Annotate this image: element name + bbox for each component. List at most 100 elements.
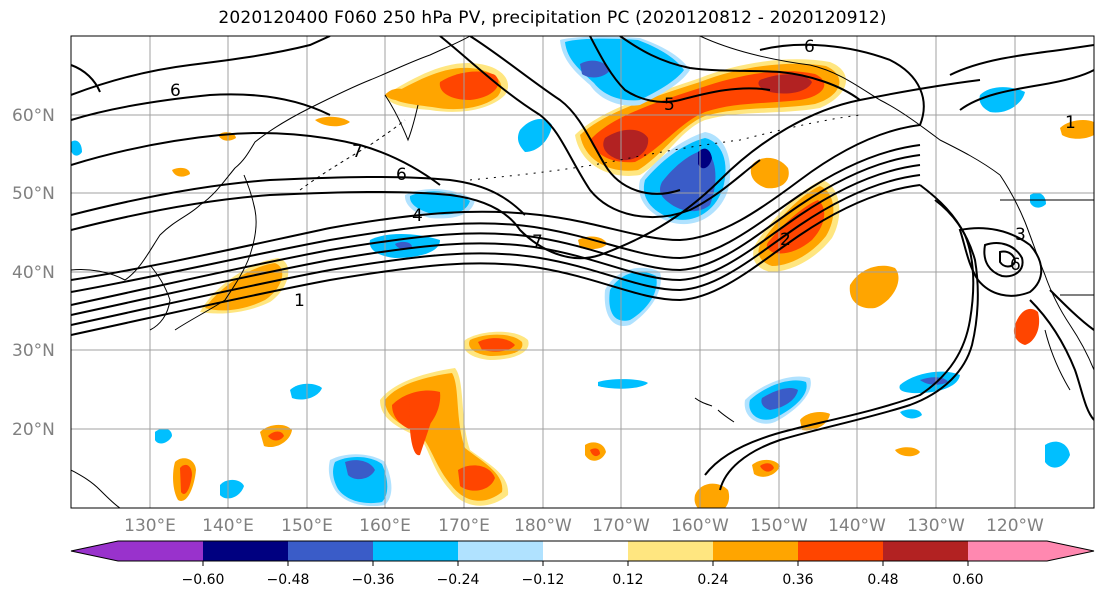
pv-contour — [439, 36, 761, 218]
contour-label: 7 — [532, 232, 543, 252]
anomaly-region — [565, 38, 684, 101]
lon-label: 170°E — [438, 516, 490, 536]
lat-label: 40°N — [12, 263, 55, 283]
pv-contour — [71, 36, 331, 96]
latitude-labels: 60°N 50°N 40°N 30°N 20°N — [12, 106, 55, 440]
lon-label: 150°E — [281, 516, 333, 536]
anomaly-region — [395, 241, 412, 249]
anomaly-region — [578, 236, 607, 250]
colorbar-segment — [798, 541, 883, 561]
pv-contour — [999, 250, 1017, 268]
pv-contours — [71, 36, 1094, 491]
kuril-islands — [299, 119, 406, 191]
lon-label: 170°W — [592, 516, 650, 536]
pv-contour — [959, 69, 1094, 111]
anomaly-region — [849, 265, 899, 309]
lon-label: 140°W — [828, 516, 886, 536]
contour-label: 6 — [170, 81, 181, 101]
colorbar-tick-label: −0.60 — [182, 572, 225, 588]
colorbar-tick-label: −0.36 — [352, 572, 395, 588]
pv-contour — [589, 36, 771, 103]
anomaly-region — [409, 391, 438, 456]
pv-contour — [71, 174, 921, 326]
anomaly-region — [766, 200, 825, 254]
colorbar-tick-label: −0.24 — [437, 572, 480, 588]
pv-contour — [719, 199, 979, 491]
anomaly-region — [895, 447, 920, 457]
anomaly-region — [220, 479, 244, 499]
anomaly-region — [590, 71, 825, 163]
colorbar-segment — [458, 541, 543, 561]
colorbar-tick-label: 0.48 — [867, 572, 898, 588]
anomaly-region — [1060, 120, 1094, 139]
anomaly-region — [71, 140, 82, 156]
colorbar-segment — [543, 541, 628, 561]
pv-contour — [469, 36, 681, 195]
contour-label: 7 — [352, 142, 363, 162]
anomaly-region — [758, 74, 812, 94]
anomaly-region — [760, 463, 774, 472]
colorbar-tick-label: 0.24 — [697, 572, 728, 588]
alaska-coast — [699, 36, 1001, 176]
lat-label: 60°N — [12, 106, 55, 126]
pv-contour — [759, 43, 925, 126]
colorbar-tick-label: 0.12 — [612, 572, 643, 588]
pv-contour — [619, 36, 861, 101]
lat-label: 50°N — [12, 184, 55, 204]
colorbar-segment — [71, 541, 203, 561]
lon-label: 160°E — [359, 516, 411, 536]
pv-contour — [983, 242, 1024, 278]
contour-labels: 6 7 6 4 7 1 5 6 2 6 3 1 — [170, 37, 1076, 311]
anomaly-region — [155, 428, 172, 444]
map-frame — [70, 35, 1095, 509]
colorbar-tick-label: −0.12 — [522, 572, 565, 588]
contour-label: 1 — [294, 291, 305, 311]
anomaly-region — [180, 464, 192, 495]
philippines-coast — [71, 469, 121, 508]
map-title: 2020120400 F060 250 hPa PV, precipitatio… — [218, 8, 887, 28]
colorbar-outline — [70, 540, 1095, 562]
contour-label: 6 — [1010, 255, 1021, 275]
lon-label: 130°W — [907, 516, 965, 536]
anomaly-region — [979, 87, 1025, 113]
anomaly-region — [439, 71, 499, 100]
pv-contour — [71, 93, 331, 121]
anomaly-region — [1013, 308, 1040, 345]
pv-contour — [71, 79, 981, 260]
baja-coast — [1044, 329, 1071, 391]
contour-label: 3 — [1015, 225, 1026, 245]
anomaly-region — [478, 338, 515, 352]
lat-label: 20°N — [12, 420, 55, 440]
anomaly-region — [603, 129, 649, 161]
anomaly-region — [315, 116, 350, 127]
anomaly-region — [590, 448, 600, 457]
pv-contour — [71, 124, 921, 281]
colorbar: −0.60 −0.48 −0.36 −0.24 −0.12 0.12 0.24 … — [70, 540, 1095, 588]
anomaly-region — [458, 465, 495, 491]
kamchatka-coast — [384, 94, 419, 142]
contour-label: 5 — [664, 95, 675, 115]
anomaly-region — [268, 431, 284, 441]
anomaly-region — [598, 379, 648, 389]
pv-contour — [71, 164, 921, 316]
lon-label: 140°E — [202, 516, 254, 536]
pv-contour — [71, 154, 921, 306]
lon-label: 130°E — [124, 516, 176, 536]
colorbar-segment — [968, 541, 1094, 561]
anomaly-region — [345, 460, 375, 480]
colorbar-tick-label: 0.36 — [782, 572, 813, 588]
colorbar-tick-label: −0.48 — [267, 572, 310, 588]
na-west-coast — [999, 174, 1094, 371]
pv-contour — [1029, 299, 1094, 421]
pv-contour — [1049, 289, 1094, 331]
anomaly-region — [290, 383, 322, 400]
pv-contour — [71, 64, 101, 93]
pv-contour — [71, 184, 921, 336]
anomaly-region — [761, 387, 798, 410]
lon-label: 160°W — [671, 516, 729, 536]
colorbar-segment — [713, 541, 798, 561]
asia-coast — [71, 36, 471, 281]
pv-contour — [958, 227, 1043, 297]
colorbar-segment — [373, 541, 458, 561]
